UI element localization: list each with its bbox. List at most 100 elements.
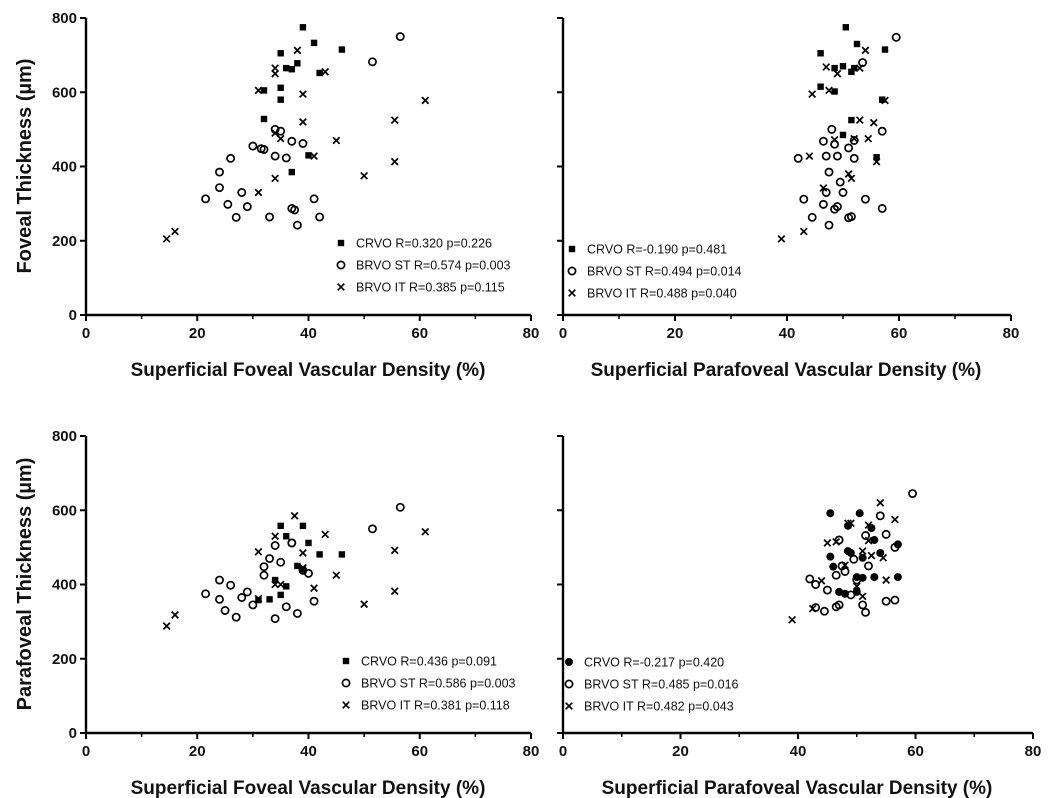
data-point-cross (858, 547, 867, 555)
data-point-square (294, 562, 301, 570)
y-tick-label: 0 (69, 725, 77, 742)
legend-marker-dot (565, 658, 573, 666)
data-point-square (817, 83, 824, 90)
y-axis-label-top: Foveal Thickness (µm) (14, 59, 36, 274)
data-point-circle (226, 580, 236, 590)
data-point-square (288, 168, 296, 176)
data-point-cross (879, 553, 888, 562)
data-point-square (881, 46, 889, 53)
data-point-circle (276, 557, 286, 567)
data-point-cross (861, 46, 870, 55)
data-point-cross (254, 188, 263, 197)
data-point-circle (881, 596, 891, 606)
data-point-circle (891, 32, 901, 42)
data-point-cross (299, 118, 307, 126)
data-point-cross (299, 549, 307, 557)
data-point-square (294, 60, 301, 67)
legend-marker-cross (565, 702, 573, 710)
legend-marker-square (337, 239, 345, 247)
data-point-circle (844, 213, 854, 223)
x-tick-label: 40 (300, 743, 317, 760)
data-point-square (338, 551, 346, 558)
data-point-cross (271, 532, 280, 541)
data-point-circle (821, 151, 831, 161)
data-point-circle (840, 567, 850, 576)
data-point-cross (855, 64, 864, 73)
data-point-circle (231, 212, 241, 222)
data-point-circle (215, 183, 224, 193)
data-point-circle (259, 570, 269, 580)
data-point-square (316, 551, 323, 558)
data-point-cross (276, 580, 285, 589)
panel-top-right: 0 20 40 60 80 Superficial Parafoveal Vascular… (557, 17, 1020, 381)
data-point-dot (858, 553, 867, 562)
data-point-circle (811, 580, 821, 589)
data-point-cross (360, 600, 369, 609)
data-point-square (260, 87, 268, 94)
x-tick-label: 40 (779, 325, 796, 342)
data-point-cross (310, 584, 318, 593)
data-point-circle (226, 153, 236, 163)
data-point-cross (390, 546, 399, 555)
data-point-circle (368, 524, 377, 534)
data-point-cross (162, 234, 171, 243)
x-axis-label: Superficial Parafoveal Vascular Density … (602, 778, 993, 798)
x-tick-label: 80 (523, 743, 540, 760)
data-point-circle (242, 202, 252, 212)
data-point-cross (805, 152, 814, 161)
data-point-square (853, 40, 861, 48)
legend-label: BRVO IT R=0.381 p=0.118 (361, 699, 510, 713)
legend-marker-cross (342, 701, 350, 709)
data-point-square (277, 96, 284, 103)
data-point-square (299, 566, 307, 573)
data-point-cross (864, 536, 873, 545)
data-point-cross (390, 587, 399, 596)
x-tick-label: 60 (411, 325, 428, 342)
data-point-circle (287, 136, 297, 146)
x-tick-label: 20 (189, 743, 206, 760)
data-point-circle (831, 602, 841, 612)
x-tick-label: 20 (672, 743, 689, 760)
y-tick-label: 400 (52, 577, 77, 594)
data-point-dot (829, 562, 838, 571)
data-point-cross (299, 90, 307, 99)
data-point-cross (891, 515, 899, 524)
data-point-cross (867, 551, 876, 560)
data-point-circle (890, 542, 900, 552)
data-point-cross (171, 227, 179, 236)
legend-label: CRVO R=-0.217 p=0.420 (584, 656, 724, 670)
x-tick-label: 40 (790, 743, 807, 760)
data-point-circle (298, 139, 308, 148)
data-point-circle (215, 167, 224, 177)
legend-marker-circle (341, 678, 351, 688)
x-tick-label: 20 (667, 325, 684, 342)
data-point-cross (254, 594, 263, 603)
data-point-circle (835, 177, 845, 187)
x-tick-label: 80 (1003, 325, 1020, 342)
legend-label: BRVO ST R=0.494 p=0.014 (587, 265, 742, 279)
data-point-circle (849, 136, 859, 145)
data-point-cross (846, 519, 855, 528)
x-tick-label: 40 (300, 325, 317, 342)
data-point-circle (309, 194, 319, 204)
data-point-cross (882, 576, 891, 584)
data-point-square (338, 46, 346, 53)
data-point-cross (808, 90, 817, 99)
data-point-circle (237, 593, 247, 602)
legend-label: BRVO ST R=0.574 p=0.003 (356, 259, 511, 273)
data-point-cross (850, 134, 859, 143)
data-point-circle (890, 595, 900, 605)
y-tick-label: 800 (52, 10, 77, 27)
x-tick-label: 0 (82, 743, 90, 760)
data-point-circle (838, 188, 848, 197)
data-point-circle (831, 570, 841, 580)
data-point-circle (315, 212, 325, 222)
data-point-square (831, 88, 838, 95)
data-point-circle (215, 594, 224, 604)
y-tick-label: 600 (52, 502, 77, 519)
legend-marker-circle (564, 679, 574, 689)
data-point-square (310, 39, 318, 47)
data-point-circle (824, 220, 834, 230)
data-point-dot (893, 573, 902, 582)
